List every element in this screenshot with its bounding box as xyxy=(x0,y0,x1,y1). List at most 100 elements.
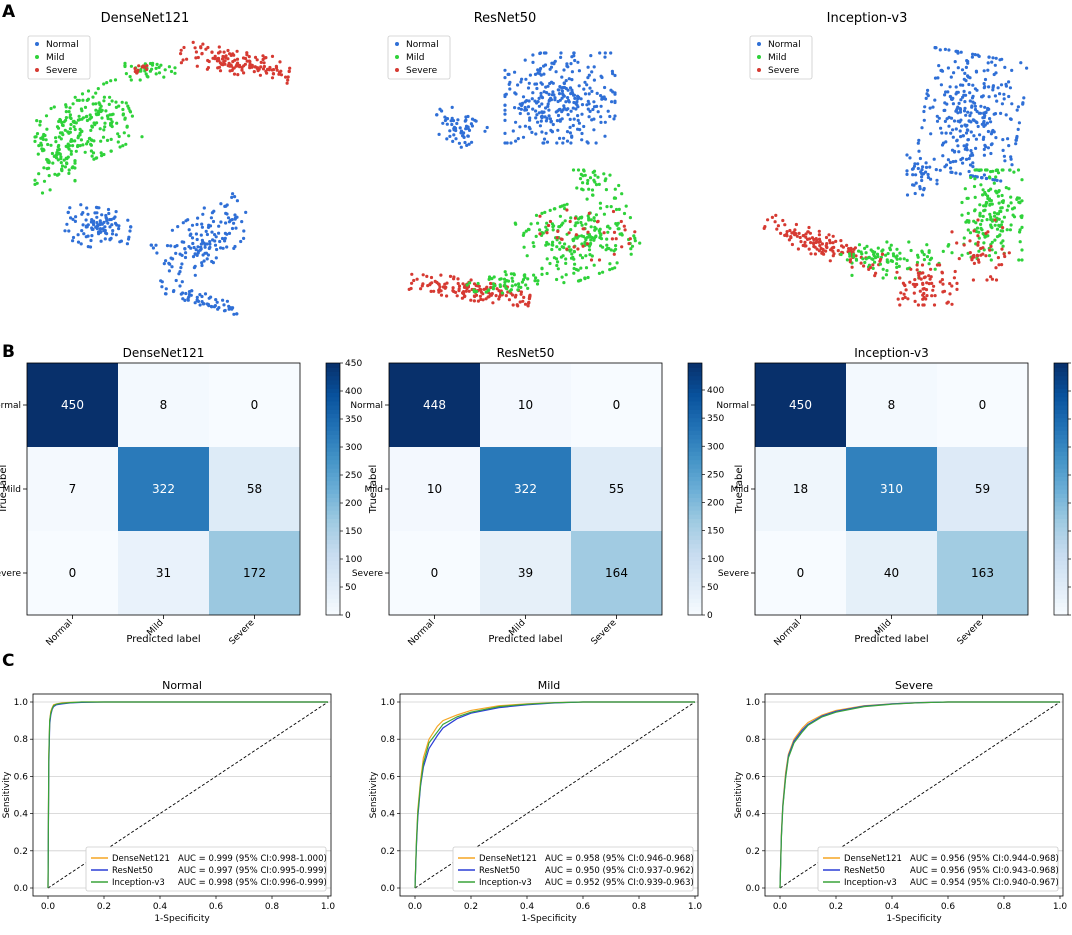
tsne-point-mild xyxy=(613,266,617,270)
tsne-point-mild xyxy=(89,149,93,153)
tsne-point-mild xyxy=(582,235,586,239)
tsne-point-normal xyxy=(948,85,952,89)
tsne-point-mild xyxy=(503,284,507,288)
tsne-point-mild xyxy=(109,79,113,83)
tsne-point-severe xyxy=(216,56,221,61)
roc-xlabel: 1-Specificity xyxy=(521,914,577,924)
tsne-point-severe xyxy=(248,64,252,68)
tsne-point-normal xyxy=(986,129,991,134)
tsne-point-severe xyxy=(573,216,578,220)
tsne-point-normal xyxy=(562,81,566,85)
tsne-point-normal xyxy=(90,234,94,238)
tsne-point-severe xyxy=(807,247,811,251)
tsne-point-normal xyxy=(503,76,507,80)
tsne-point-normal xyxy=(223,239,227,243)
colorbar-segment xyxy=(1054,379,1068,385)
tsne-point-mild xyxy=(610,267,614,271)
tsne-point-mild xyxy=(979,222,983,226)
tsne-point-normal xyxy=(509,141,513,145)
tsne-point-normal xyxy=(949,170,953,174)
tsne-point-mild xyxy=(973,168,977,172)
tsne-point-mild xyxy=(993,223,997,227)
tsne-point-mild xyxy=(565,202,569,206)
tsne-point-mild xyxy=(989,224,993,229)
colorbar-segment xyxy=(326,438,340,444)
tsne-point-mild xyxy=(1011,213,1015,217)
tsne-point-severe xyxy=(196,55,200,60)
tsne-point-normal xyxy=(483,129,487,133)
tsne-point-mild xyxy=(55,173,60,177)
tsne-point-normal xyxy=(527,81,531,85)
tsne-point-normal xyxy=(585,83,589,87)
tsne-point-normal xyxy=(66,210,70,215)
tsne-point-mild xyxy=(44,114,49,118)
tsne-point-normal xyxy=(190,289,194,293)
tsne-point-severe xyxy=(925,281,929,285)
tsne-point-mild xyxy=(96,87,100,91)
colorbar-segment xyxy=(326,514,340,519)
roc-curve-inception-v3 xyxy=(47,701,328,889)
tsne-point-severe xyxy=(815,238,819,242)
tsne-point-severe xyxy=(538,232,542,236)
tsne-point-severe xyxy=(779,231,783,235)
tsne-point-mild xyxy=(578,253,583,257)
tsne-point-normal xyxy=(993,94,998,98)
tsne-point-normal xyxy=(606,109,610,113)
tsne-point-severe xyxy=(929,267,933,271)
tsne-point-normal xyxy=(539,91,543,95)
tsne-point-normal xyxy=(542,90,546,94)
cm-ylabel: True label xyxy=(368,465,379,515)
tsne-point-normal xyxy=(556,113,561,118)
tsne-point-severe xyxy=(279,73,284,77)
tsne-point-normal xyxy=(71,217,75,221)
tsne-point-mild xyxy=(68,115,72,119)
tsne-point-normal xyxy=(576,114,580,118)
tsne-point-normal xyxy=(541,141,545,145)
tsne-point-severe xyxy=(927,274,931,278)
tsne-point-normal xyxy=(242,236,246,240)
tsne-point-normal xyxy=(982,82,986,86)
tsne-point-normal xyxy=(195,237,199,242)
tsne-point-severe xyxy=(231,60,235,64)
tsne-point-normal xyxy=(964,113,968,117)
tsne-point-mild xyxy=(888,248,893,252)
colorbar-segment xyxy=(326,577,340,582)
tsne-point-severe xyxy=(839,239,843,243)
tsne-point-normal xyxy=(451,119,456,123)
tsne-point-normal xyxy=(517,106,521,110)
tsne-point-mild xyxy=(118,145,122,149)
tsne-point-severe xyxy=(984,254,988,258)
colorbar-segment xyxy=(688,505,702,511)
tsne-point-mild xyxy=(633,239,637,243)
tsne-point-mild xyxy=(1020,199,1024,203)
tsne-point-mild xyxy=(558,205,562,209)
tsne-point-normal xyxy=(926,94,930,98)
tsne-point-severe xyxy=(990,277,995,281)
tsne-point-mild xyxy=(997,217,1001,221)
tsne-point-normal xyxy=(929,177,933,181)
tsne-point-severe xyxy=(597,258,602,262)
tsne-point-severe xyxy=(581,227,585,231)
tsne-point-normal xyxy=(547,98,552,102)
tsne-point-severe xyxy=(962,243,966,247)
tsne-point-mild xyxy=(525,254,529,258)
tsne-point-severe xyxy=(193,46,197,50)
tsne-point-normal xyxy=(599,94,603,98)
tsne-point-mild xyxy=(531,241,535,245)
tsne-point-mild xyxy=(74,149,78,153)
tsne-point-mild xyxy=(59,161,63,165)
tsne-point-mild xyxy=(852,255,856,259)
tsne-point-mild xyxy=(608,268,612,272)
tsne-point-severe xyxy=(469,298,473,302)
tsne-point-normal xyxy=(203,292,208,296)
tsne-point-normal xyxy=(1008,86,1013,90)
tsne-point-normal xyxy=(98,219,102,223)
tsne-point-severe xyxy=(824,249,828,253)
tsne-point-severe xyxy=(585,242,590,246)
cm-cell xyxy=(389,531,480,615)
tsne-point-mild xyxy=(545,271,549,276)
colorbar-segment xyxy=(326,552,340,557)
tsne-point-mild xyxy=(587,218,591,222)
tsne-point-mild xyxy=(995,168,1000,172)
